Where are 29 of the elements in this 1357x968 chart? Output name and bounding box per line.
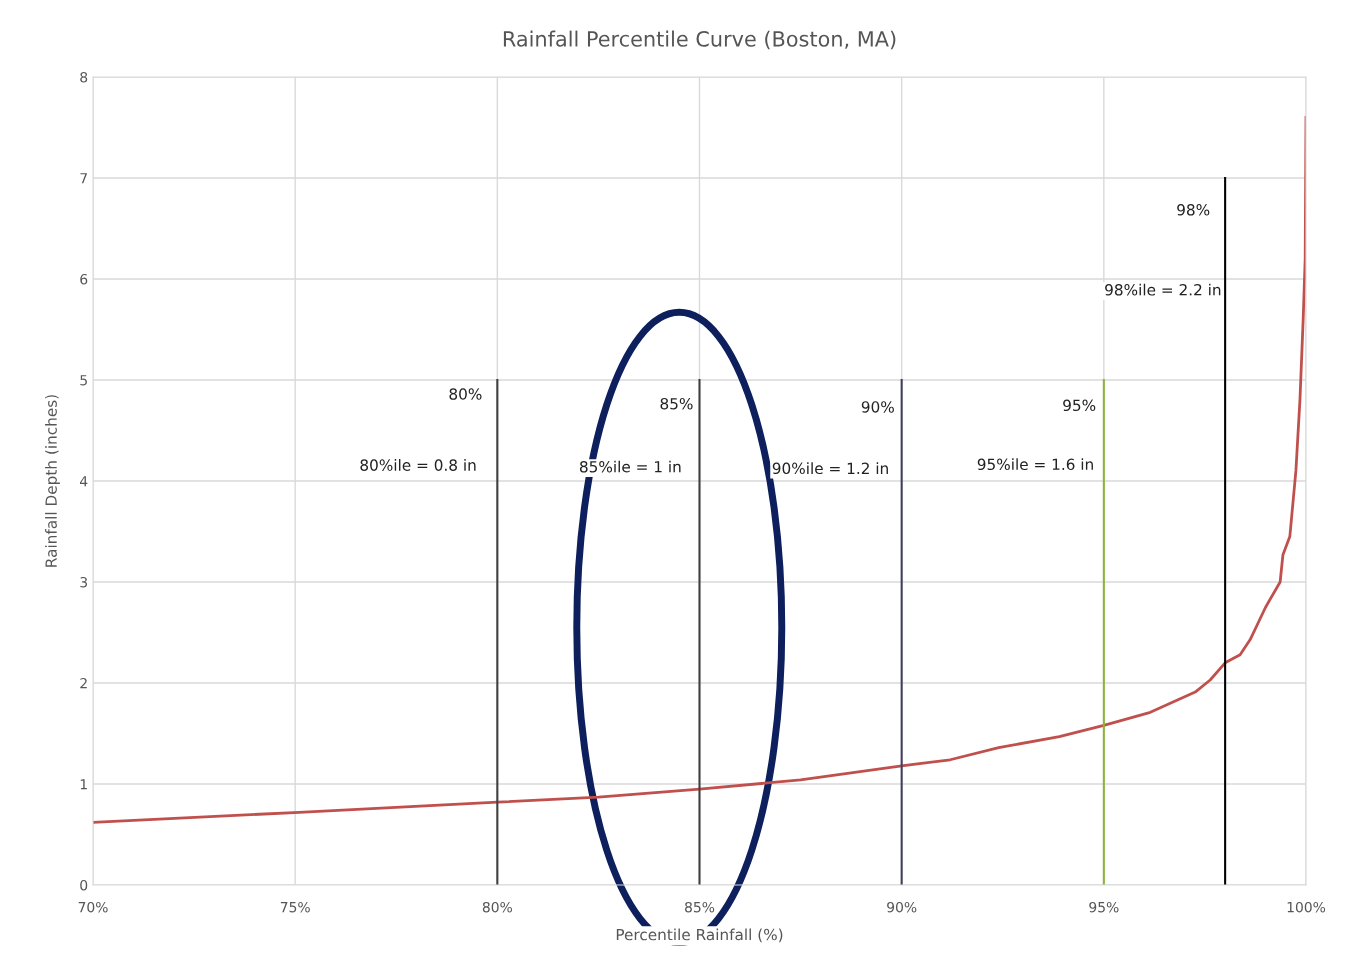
annotation: 85%ile = 1 in (579, 460, 681, 473)
y-tick-label: 5 (80, 375, 87, 386)
y-tick-label: 8 (80, 71, 88, 83)
annotation: 80% (449, 388, 482, 400)
y-tick-label: 1 (80, 779, 87, 790)
x-tick-label: 85% (685, 901, 715, 913)
annotation: 85% (660, 397, 693, 410)
chart-title: Rainfall Percentile Curve (Boston, MA) (503, 30, 896, 50)
y-tick-label: 7 (80, 173, 87, 184)
annotation: 98% (1177, 204, 1210, 216)
x-tick-label: 75% (280, 901, 310, 913)
x-axis-title: Percentile Rainfall (%) (616, 928, 783, 943)
annotation: 95% (1063, 399, 1096, 412)
annotation: 80%ile = 0.8 in (360, 459, 476, 471)
y-tick-label: 4 (79, 476, 88, 487)
y-tick-label: 6 (80, 273, 88, 285)
x-tick-label: 90% (887, 901, 917, 913)
y-axis-title: Rainfall Depth (inches) (45, 395, 60, 567)
x-tick-label: 80% (482, 901, 512, 913)
y-tick-label: 0 (80, 879, 88, 891)
annotation: 98%ile = 2.2 in (1105, 283, 1221, 296)
annotation: 90%ile = 1.2 in (772, 462, 888, 475)
x-tick-label: 100% (1287, 901, 1326, 913)
y-tick-label: 2 (80, 677, 87, 689)
y-tick-label: 3 (80, 576, 88, 588)
annotation: 95%ile = 1.6 in (977, 458, 1093, 471)
annotation: 90% (861, 401, 894, 413)
x-tick-label: 70% (78, 901, 108, 913)
x-tick-label: 95% (1089, 901, 1119, 913)
